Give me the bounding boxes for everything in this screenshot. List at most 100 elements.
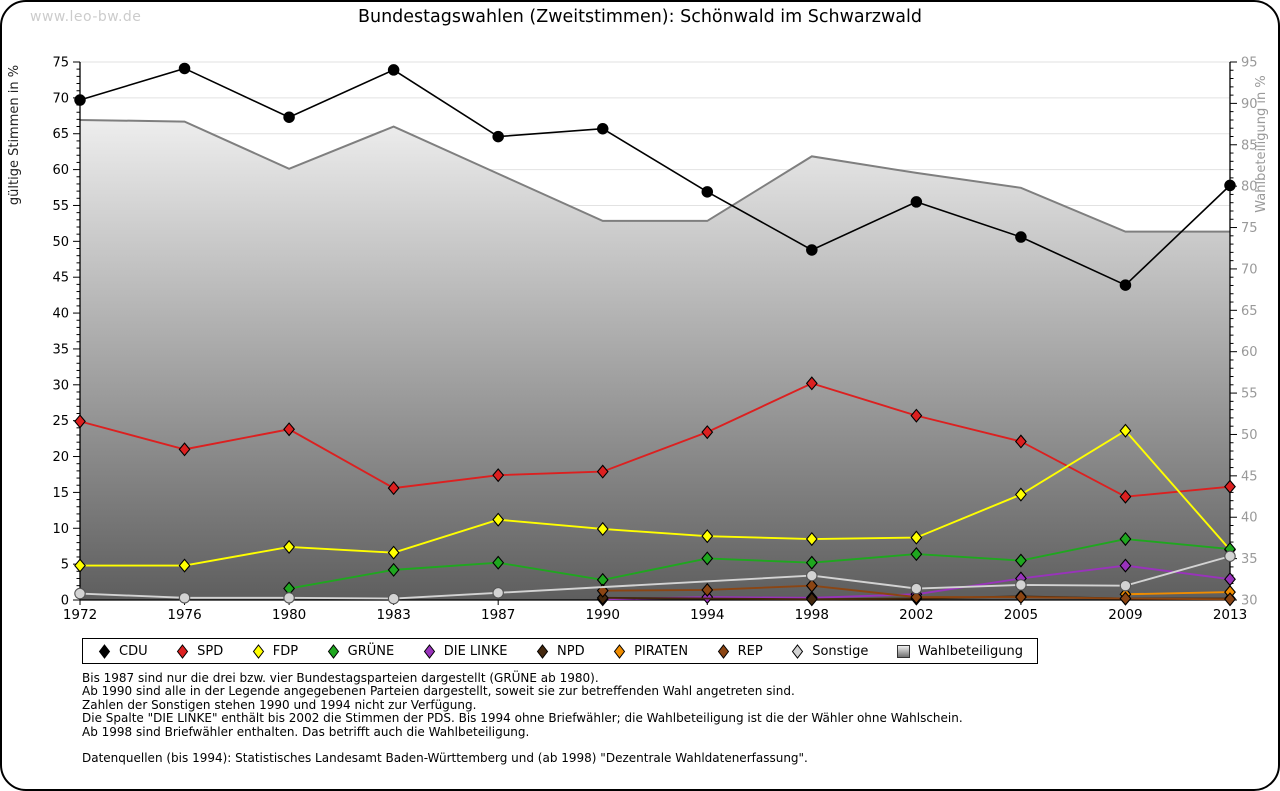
data-point-spd-1998 [805,376,818,391]
legend-swatch-diamond [423,643,435,659]
data-point-gr-ne-2009 [1119,531,1132,547]
y-right-tick-label: 85 [1241,138,1258,153]
legend-swatch-diamond [252,643,264,659]
y-right-tick-label: 55 [1241,387,1258,402]
data-point-cdu-1976 [178,62,191,75]
data-point-rep-1998 [805,578,818,593]
chart-title: Bundestagswahlen (Zweitstimmen): Schönwa… [357,7,922,27]
legend-item-piraten: PIRATEN [612,644,688,659]
legend-item-rep: REP [716,644,763,659]
x-tick-label: 2005 [1004,607,1038,623]
legend-label: PIRATEN [634,643,689,659]
y-right-tick-label: 75 [1241,221,1258,236]
y-left-tick-label: 25 [52,414,69,429]
data-point-cdu-1980 [283,111,295,123]
x-tick-label: 1987 [481,607,515,623]
y-right-tick-label: 35 [1241,552,1258,567]
series-line-piraten [1125,591,1231,596]
data-point-fdp-2009 [1119,423,1132,438]
legend-item-gr-ne: GRÜNE [326,644,394,659]
legend-label: FDP [272,643,299,659]
series-line-gr-ne [288,538,1231,590]
data-point-fdp-1998 [805,531,818,547]
data-point-cdu-1983 [387,64,400,76]
legend-item-spd: SPD [175,644,223,659]
x-tick-label: 1994 [690,607,724,623]
data-point-sonstige-1976 [178,592,191,604]
watermark: www.leo-bw.de [30,9,142,25]
y-left-tick-label: 10 [52,522,69,537]
legend-swatch-diamond [536,643,549,659]
data-point-cdu-2002 [910,196,923,208]
data-point-sonstige-1972 [74,587,86,600]
y-left-tick-label: 55 [52,199,69,214]
data-point-sonstige-2009 [1119,579,1132,592]
x-tick-label: 2002 [899,607,933,623]
y-right-tick-label: 50 [1241,428,1258,443]
legend-item-wahlbeteiligung: Wahlbeteiligung [896,644,1023,659]
data-point-fdp-1990 [596,521,609,537]
data-point-fdp-1976 [178,558,191,573]
x-tick-label: 2013 [1213,607,1247,623]
series-line-sonstige [79,555,1231,600]
x-tick-label: 1990 [586,607,620,623]
data-point-spd-1990 [596,464,609,479]
data-point-sonstige-2002 [910,582,923,595]
data-point-rep-2009 [1119,591,1132,606]
y-right-tick-label: 80 [1241,180,1258,195]
data-point-npd-1998 [805,592,818,607]
footnote-line: Datenquellen (bis 1994): Statistisches L… [82,751,808,766]
data-point-cdu-1987 [492,130,504,143]
y-right-tick-label: 60 [1241,345,1258,360]
y-right-tick-label: 65 [1241,304,1258,319]
y-left-tick-label: 50 [52,235,69,250]
data-point-cdu-2013 [1224,179,1236,192]
data-point-spd-1976 [178,442,191,457]
y-left-tick-label: 60 [52,163,69,178]
x-tick-label: 1972 [63,607,97,623]
legend-swatch-diamond [98,643,111,659]
legend-label: DIE LINKE [443,643,508,659]
x-tick-label: 1983 [376,607,410,623]
y-right-tick-label: 30 [1241,594,1258,609]
data-point-spd-1994 [701,425,714,440]
wahlbeteiligung-line [79,118,1230,233]
legend-label: Wahlbeteiligung [917,643,1023,659]
y-right-tick-label: 40 [1241,511,1258,526]
data-point-sonstige-1998 [806,569,818,582]
data-point-fdp-1983 [387,545,400,560]
footnote-line: Bis 1987 sind nur die drei bzw. vier Bun… [82,671,599,685]
legend: CDU SPD FDP GRÜNE DIE LINKE NPD PIRATEN REP Sons… [82,638,1038,664]
data-point-sonstige-2013 [1224,550,1236,562]
legend-item-npd: NPD [535,644,585,659]
data-point-cdu-2005 [1015,231,1027,243]
data-point-sonstige-1987 [492,587,504,599]
data-point-npd-1990 [596,590,609,605]
data-point-fdp-1972 [74,558,86,573]
data-point-sonstige-1980 [283,592,295,604]
legend-swatch-diamond [613,643,626,659]
y-left-tick-label: 20 [52,450,69,465]
x-tick-label: 1976 [167,607,201,623]
y-left-tick-label: 70 [52,91,69,106]
y-right-tick-label: 45 [1241,469,1258,484]
data-point-cdu-1990 [596,122,609,135]
footnote-line: Ab 1990 sind alle in der Legende angegeb… [82,684,795,699]
y-right-axis-label: Wahlbeteiligung in % [1254,75,1269,212]
legend-swatch-square [896,644,910,658]
data-point-fdp-1994 [701,529,714,544]
data-point-cdu-1998 [806,244,818,256]
data-point-fdp-1987 [492,512,505,527]
footnote-line [82,739,963,752]
y-right-tick-label: 70 [1241,262,1258,277]
y-left-tick-label: 65 [52,127,69,142]
data-point-fdp-2002 [910,530,923,545]
data-point-spd-1972 [74,414,86,429]
data-point-rep-1994 [701,582,714,598]
data-point-gr-ne-1998 [805,555,818,570]
footnote-line: Die Spalte "DIE LINKE" enthält bis 2002 … [82,711,963,726]
data-point-fdp-2005 [1014,487,1027,502]
data-point-sonstige-2005 [1015,579,1027,591]
data-point-gr-ne-2005 [1014,553,1027,568]
